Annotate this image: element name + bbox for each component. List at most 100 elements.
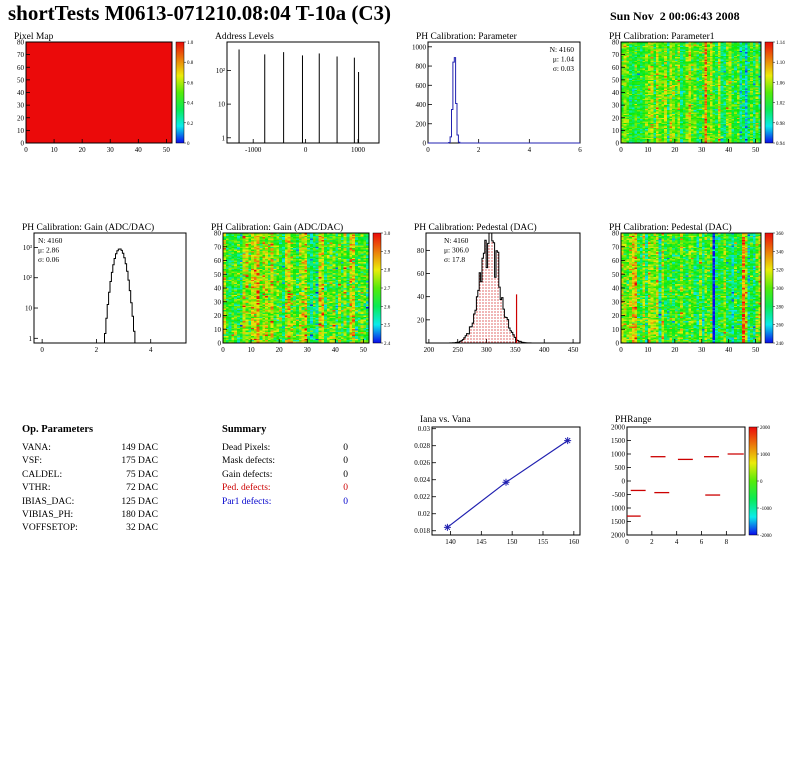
ph-cal-pedestal-hist-chart: PH Calibration: Pedestal (DAC) 200 250 300 3…: [414, 222, 581, 354]
y-tick-label: 40: [612, 285, 620, 293]
y-tick-label: 30: [214, 298, 222, 306]
op-parameter-value: 149 DAC: [121, 443, 158, 453]
summary-label: Mask defects:: [222, 456, 276, 467]
x-tick-label: 30: [107, 146, 115, 154]
y-tick-label: 1000: [611, 505, 626, 513]
y-tick-label: 30: [612, 298, 620, 306]
colorbar-label: 240: [776, 342, 784, 347]
plot-frame: [25, 41, 173, 144]
x-tick-label: 0: [426, 146, 430, 154]
x-tick-label: 150: [507, 538, 518, 545]
colorbar-label: 0.94: [776, 142, 785, 147]
colorbar-label: -1000: [760, 507, 772, 512]
x-tick-label: 40: [332, 346, 340, 354]
plot-frame: [431, 426, 581, 536]
stats-line: N: 4160: [550, 45, 575, 54]
x-tick-label: 0: [625, 538, 629, 545]
x-tick-label: 20: [671, 146, 679, 154]
y-tick-label: 10: [214, 326, 222, 334]
y-tick-label: 40: [612, 89, 620, 97]
x-tick-label: 30: [698, 346, 706, 354]
op-parameters-block: Op. Parameters VANA: 149 DAC VSF: 175 DAC CA…: [22, 424, 158, 537]
ph-cal-gain-map-heatmap-canvas: [223, 233, 369, 343]
panel-title: PH Calibration: Parameter1: [609, 32, 715, 42]
summary-label: Dead Pixels:: [222, 443, 271, 453]
ph-cal-gain-hist-chart: PH Calibration: Gain (ADC/DAC) 0 2 4 10³ 10² 1…: [22, 222, 187, 354]
ph-cal-pedestal-map-chart: PH Calibration: Pedestal (DAC) 0 10 20 30 40 5…: [609, 222, 784, 354]
y-tick-label: 600: [416, 82, 427, 90]
x-tick-label: 4: [528, 146, 532, 154]
colorbar-label: 0.4: [187, 102, 194, 107]
stats-line: σ: 17.8: [444, 255, 465, 264]
plot-frame: [620, 232, 762, 344]
colorbar-label: 2000: [760, 426, 771, 431]
y-tick-label: 30: [612, 102, 620, 110]
y-tick-label: 80: [17, 39, 25, 47]
y-tick-label: 10: [17, 127, 25, 135]
x-tick-label: 450: [568, 346, 579, 354]
plot-frame: [620, 41, 762, 144]
y-tick-label: 0: [616, 340, 620, 348]
summary-value: 0: [343, 469, 348, 480]
op-parameters-rows: VANA: 149 DAC VSF: 175 DAC CALDEL: 75 DAC VTHR…: [22, 443, 158, 537]
x-tick-label: 10: [644, 146, 652, 154]
colorbar-label: 1.06: [776, 81, 785, 86]
y-tick-label: 0.024: [414, 476, 430, 484]
summary-title: Summary: [222, 424, 267, 435]
iana-vs-vana-chart: Iana vs. Vana 140 145 150 155 160 0.018 0.02 0.0…: [414, 415, 581, 545]
y-tick-label: 0.028: [414, 442, 430, 450]
x-tick-label: 2: [95, 346, 99, 354]
panel-title: PH Calibration: Pedestal (DAC): [414, 222, 537, 233]
ph-cal-parameter1-map-heatmap-canvas: [621, 42, 761, 143]
x-tick-label: 1000: [351, 146, 366, 154]
op-parameter-label: VOFFSETOP:: [22, 523, 78, 534]
ph-cal-gain-map-chart: PH Calibration: Gain (ADC/DAC) 0 10 20 30 40 5…: [211, 222, 391, 354]
op-parameter-label: VSF:: [22, 456, 43, 467]
panel-address-levels: Address Levels -1000 0 1000 10² 10 1: [199, 30, 394, 160]
y-tick-label: 20: [612, 114, 620, 122]
y-tick-label: 10: [612, 127, 620, 135]
y-tick-label: 0: [21, 140, 25, 148]
panel-title: Iana vs. Vana: [420, 415, 472, 425]
summary-row: Gain defects: 0: [222, 470, 348, 483]
y-tick-label: 0: [423, 140, 427, 148]
op-parameter-row: VOFFSETOP: 32 DAC: [22, 523, 158, 536]
summary-label: Gain defects:: [222, 469, 273, 480]
x-tick-label: 2: [477, 146, 481, 154]
summary-label: Ped. defects:: [222, 483, 271, 494]
x-tick-label: 155: [538, 538, 549, 545]
x-tick-label: 20: [671, 346, 679, 354]
summary-label: Par1 defects:: [222, 496, 272, 507]
summary-block: Summary Dead Pixels: 0 Mask defects: 0 Gain …: [222, 424, 348, 510]
colorbar: [764, 41, 774, 144]
y-tick-label: 50: [612, 76, 620, 84]
y-tick-label: 500: [615, 464, 626, 472]
y-tick-label: 800: [416, 63, 427, 71]
panel-title: PH Calibration: Gain (ADC/DAC): [22, 222, 154, 233]
colorbar-label: 0.98: [776, 122, 785, 127]
colorbar-label: 1.14: [776, 41, 785, 46]
x-tick-label: 40: [725, 146, 733, 154]
panel-ph-cal-pedestal-hist: PH Calibration: Pedestal (DAC) 200 250 300 3…: [398, 221, 593, 361]
y-tick-label: 80: [612, 39, 620, 47]
y-tick-label: 50: [17, 76, 25, 84]
op-parameter-value: 125 DAC: [121, 496, 158, 507]
op-parameter-row: VTHR: 72 DAC: [22, 483, 158, 496]
stats-line: μ: 306.0: [444, 246, 469, 255]
y-tick-label: 80: [612, 230, 620, 238]
x-tick-label: 160: [569, 538, 580, 545]
op-parameter-label: VIBIAS_PH:: [22, 509, 74, 520]
colorbar: [175, 41, 185, 144]
y-tick-label: 80: [417, 247, 425, 255]
colorbar-label: 300: [776, 287, 784, 292]
op-parameter-value: 180 DAC: [121, 509, 158, 520]
histogram-curve: [34, 248, 186, 344]
y-tick-label: 80: [214, 230, 222, 238]
y-tick-label: 0.026: [414, 459, 430, 467]
x-tick-label: 20: [276, 346, 284, 354]
y-tick-label: 1: [222, 134, 226, 142]
stats-line: N: 4160: [38, 236, 63, 245]
panel-ph-cal-parameter: PH Calibration: Parameter 0 2 4 6 0 200 400 600 8…: [398, 30, 593, 160]
y-tick-label: 70: [17, 51, 25, 59]
